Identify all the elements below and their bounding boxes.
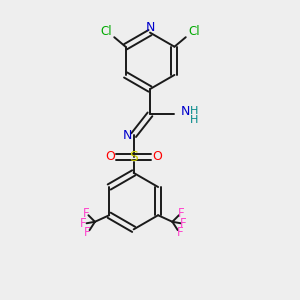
Text: O: O	[152, 150, 162, 163]
Text: F: F	[176, 226, 183, 239]
Text: N: N	[180, 105, 190, 118]
Text: F: F	[84, 226, 91, 239]
Text: Cl: Cl	[100, 26, 112, 38]
Text: F: F	[180, 217, 187, 230]
Text: Cl: Cl	[188, 26, 200, 38]
Text: S: S	[129, 149, 138, 164]
Text: H: H	[190, 115, 199, 125]
Text: F: F	[80, 217, 87, 230]
Text: N: N	[123, 129, 132, 142]
Text: H: H	[190, 106, 199, 116]
Text: N: N	[145, 21, 155, 34]
Text: O: O	[106, 150, 116, 163]
Text: F: F	[178, 207, 184, 220]
Text: F: F	[83, 207, 89, 220]
